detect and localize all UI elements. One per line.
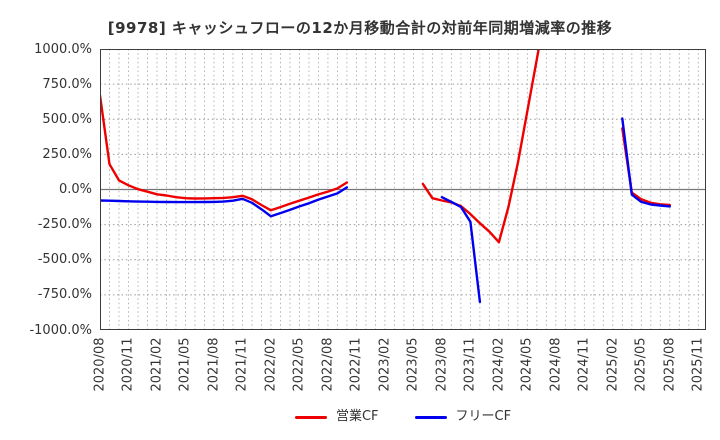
legend-item-free-cf: フリーCF (414, 409, 512, 425)
plot-frame (100, 49, 706, 330)
y-tick-label: -500.0% (37, 252, 92, 268)
free-cf-line-icon (414, 415, 447, 419)
x-tick-label: 2025/05 (633, 337, 649, 392)
y-tick-label: 0.0% (58, 182, 92, 197)
plot-svg (100, 49, 706, 330)
x-tick-label: 2024/05 (519, 337, 535, 392)
x-tick-label: 2020/11 (120, 337, 136, 392)
x-tick-label: 2023/05 (405, 337, 421, 392)
x-tick-label: 2021/11 (234, 337, 250, 392)
x-tick-label: 2024/08 (548, 337, 564, 392)
x-tick-label: 2025/08 (662, 337, 678, 392)
free-cf-line (440, 195, 482, 304)
x-tick-label: 2023/02 (377, 337, 393, 392)
y-tick-label: -250.0% (37, 217, 92, 233)
y-tick-label: 750.0% (42, 76, 92, 92)
x-tick-label: 2020/08 (92, 337, 108, 392)
legend-label-free-cf: フリーCF (455, 409, 512, 424)
y-tick-label: -1000.0% (29, 322, 92, 338)
operating-cf-line (100, 94, 349, 212)
x-tick-label: 2022/08 (320, 337, 336, 392)
plot-area (100, 49, 706, 330)
x-tick-label: 2022/02 (263, 337, 279, 392)
legend-label-operating-cf: 営業CF (335, 409, 379, 424)
y-tick-label: -750.0% (37, 287, 92, 303)
x-tick-label: 2021/08 (206, 337, 222, 392)
x-tick-label: 2022/05 (291, 337, 307, 392)
x-tick-label: 2021/05 (177, 337, 193, 392)
x-tick-label: 2023/11 (462, 337, 478, 392)
operating-cf-line (421, 49, 540, 244)
x-tick-label: 2022/11 (348, 337, 364, 392)
x-tick-label: 2024/02 (491, 337, 507, 392)
x-tick-label: 2025/11 (690, 337, 706, 392)
free-cf-line (621, 117, 671, 208)
x-tick-label: 2021/02 (149, 337, 165, 392)
x-tick-label: 2024/11 (576, 337, 592, 392)
operating-cf-line-icon (294, 415, 327, 419)
y-tick-label: 250.0% (42, 146, 92, 162)
free-cf-line (100, 186, 349, 218)
legend-item-operating-cf: 営業CF (294, 409, 379, 425)
y-tick-label: 500.0% (42, 111, 92, 127)
x-tick-label: 2025/02 (605, 337, 621, 392)
y-tick-label: 1000.0% (34, 41, 92, 57)
chart-title: [9978] キャッシュフローの12か月移動合計の対前年同期増減率の推移 (107, 19, 613, 37)
x-tick-label: 2023/08 (434, 337, 450, 392)
legend: 営業CF フリーCF (100, 405, 706, 429)
